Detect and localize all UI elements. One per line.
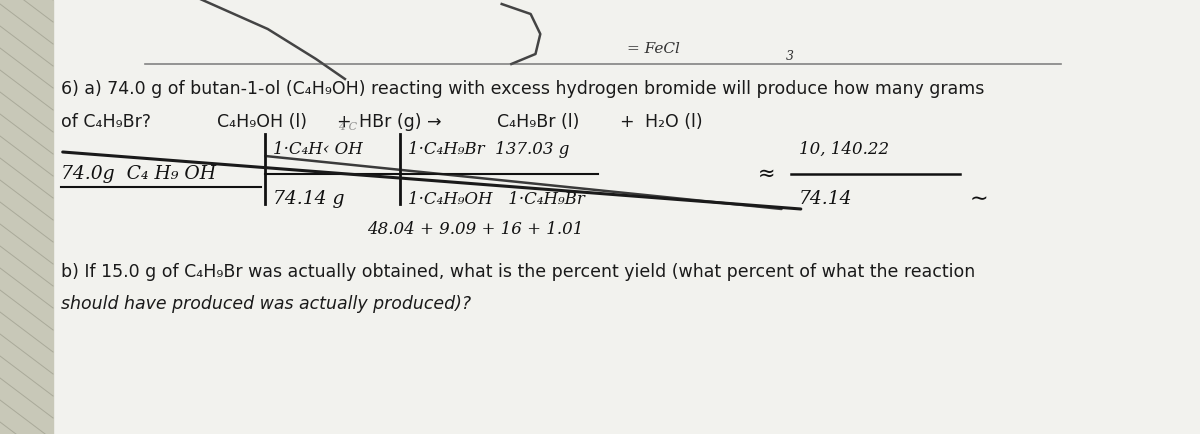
Text: H₂O (l): H₂O (l) bbox=[644, 113, 702, 131]
Text: 10, 140.22: 10, 140.22 bbox=[799, 141, 889, 158]
Bar bbox=[0, 0, 53, 434]
Text: 1·C₄H₉OH   1·C₄H₉Br: 1·C₄H₉OH 1·C₄H₉Br bbox=[408, 191, 584, 207]
Text: ∼: ∼ bbox=[970, 189, 989, 209]
Text: +: + bbox=[619, 113, 634, 131]
Text: HBr (g) →: HBr (g) → bbox=[359, 113, 442, 131]
Text: 4 C: 4 C bbox=[337, 122, 356, 132]
Text: ≈: ≈ bbox=[757, 164, 775, 184]
Text: of C₄H₉Br?: of C₄H₉Br? bbox=[61, 113, 151, 131]
Text: 3: 3 bbox=[786, 49, 794, 62]
Text: 6) a) 74.0 g of butan-1-ol (C₄H₉OH) reacting with excess hydrogen bromide will p: 6) a) 74.0 g of butan-1-ol (C₄H₉OH) reac… bbox=[61, 80, 984, 98]
Text: 48.04 + 9.09 + 16 + 1.01: 48.04 + 9.09 + 16 + 1.01 bbox=[367, 220, 583, 237]
Text: should have produced was actually produced)?: should have produced was actually produc… bbox=[61, 295, 470, 313]
Text: 1·C₄H‹ OH: 1·C₄H‹ OH bbox=[274, 141, 362, 158]
Text: 1·C₄H₉Br  137.03 g: 1·C₄H₉Br 137.03 g bbox=[408, 141, 570, 158]
Text: C₄H₉OH (l): C₄H₉OH (l) bbox=[217, 113, 307, 131]
Text: = FeCl: = FeCl bbox=[628, 42, 680, 56]
Text: b) If 15.0 g of C₄H₉Br was actually obtained, what is the percent yield (what pe: b) If 15.0 g of C₄H₉Br was actually obta… bbox=[61, 263, 976, 281]
Text: 74.14 g: 74.14 g bbox=[274, 190, 344, 208]
Text: 74.0g  C₄ H₉ OH: 74.0g C₄ H₉ OH bbox=[61, 165, 216, 183]
Text: +: + bbox=[336, 113, 350, 131]
Text: C₄H₉Br (l): C₄H₉Br (l) bbox=[497, 113, 580, 131]
Text: 74.14: 74.14 bbox=[799, 190, 852, 208]
